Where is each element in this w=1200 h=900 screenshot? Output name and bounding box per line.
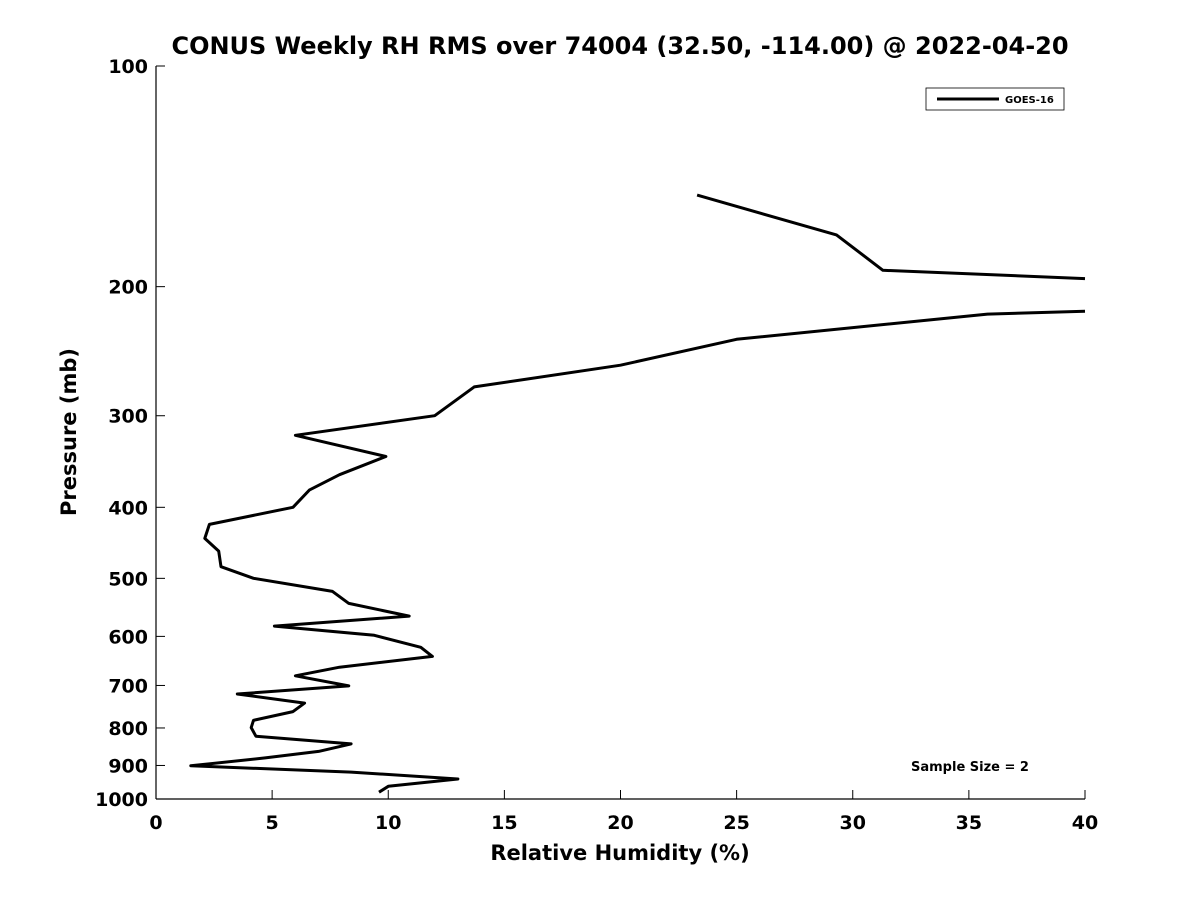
x-tick-label: 30 (840, 812, 866, 834)
x-tick-label: 40 (1072, 812, 1098, 834)
series-line-goes-16-segment-1 (696, 193, 1086, 281)
y-tick-label: 300 (108, 406, 148, 428)
y-tick-label: 700 (108, 675, 148, 697)
y-ticks: 100 200 300 400 500 600 700 800 900 1000 (95, 56, 165, 811)
x-tick-label: 35 (956, 812, 982, 834)
legend-label-goes-16: GOES-16 (1005, 95, 1054, 106)
x-tick-label: 0 (149, 812, 162, 834)
x-axis-label: Relative Humidity (%) (490, 841, 749, 865)
y-tick-label: 800 (108, 718, 148, 740)
y-tick-label: 100 (108, 56, 148, 78)
y-tick-label: 200 (108, 277, 148, 299)
sample-size-annotation: Sample Size = 2 (911, 760, 1029, 775)
y-tick-label: 900 (108, 755, 148, 777)
x-tick-label: 15 (491, 812, 517, 834)
x-tick-label: 20 (607, 812, 633, 834)
y-tick-label: 600 (108, 626, 148, 648)
chart-title: CONUS Weekly RH RMS over 74004 (32.50, -… (171, 32, 1068, 60)
y-axis-label: Pressure (mb) (57, 348, 81, 516)
y-tick-label: 500 (108, 568, 148, 590)
x-tick-label: 10 (375, 812, 401, 834)
x-tick-label: 25 (723, 812, 749, 834)
x-tick-label: 5 (266, 812, 279, 834)
series-line-goes-16-segment-2 (189, 309, 1086, 794)
legend: GOES-16 (925, 87, 1065, 111)
y-tick-label: 400 (108, 497, 148, 519)
series-layer (189, 193, 1086, 794)
y-tick-label: 1000 (95, 789, 148, 811)
x-ticks: 0 5 10 15 20 25 30 35 40 (149, 790, 1098, 834)
